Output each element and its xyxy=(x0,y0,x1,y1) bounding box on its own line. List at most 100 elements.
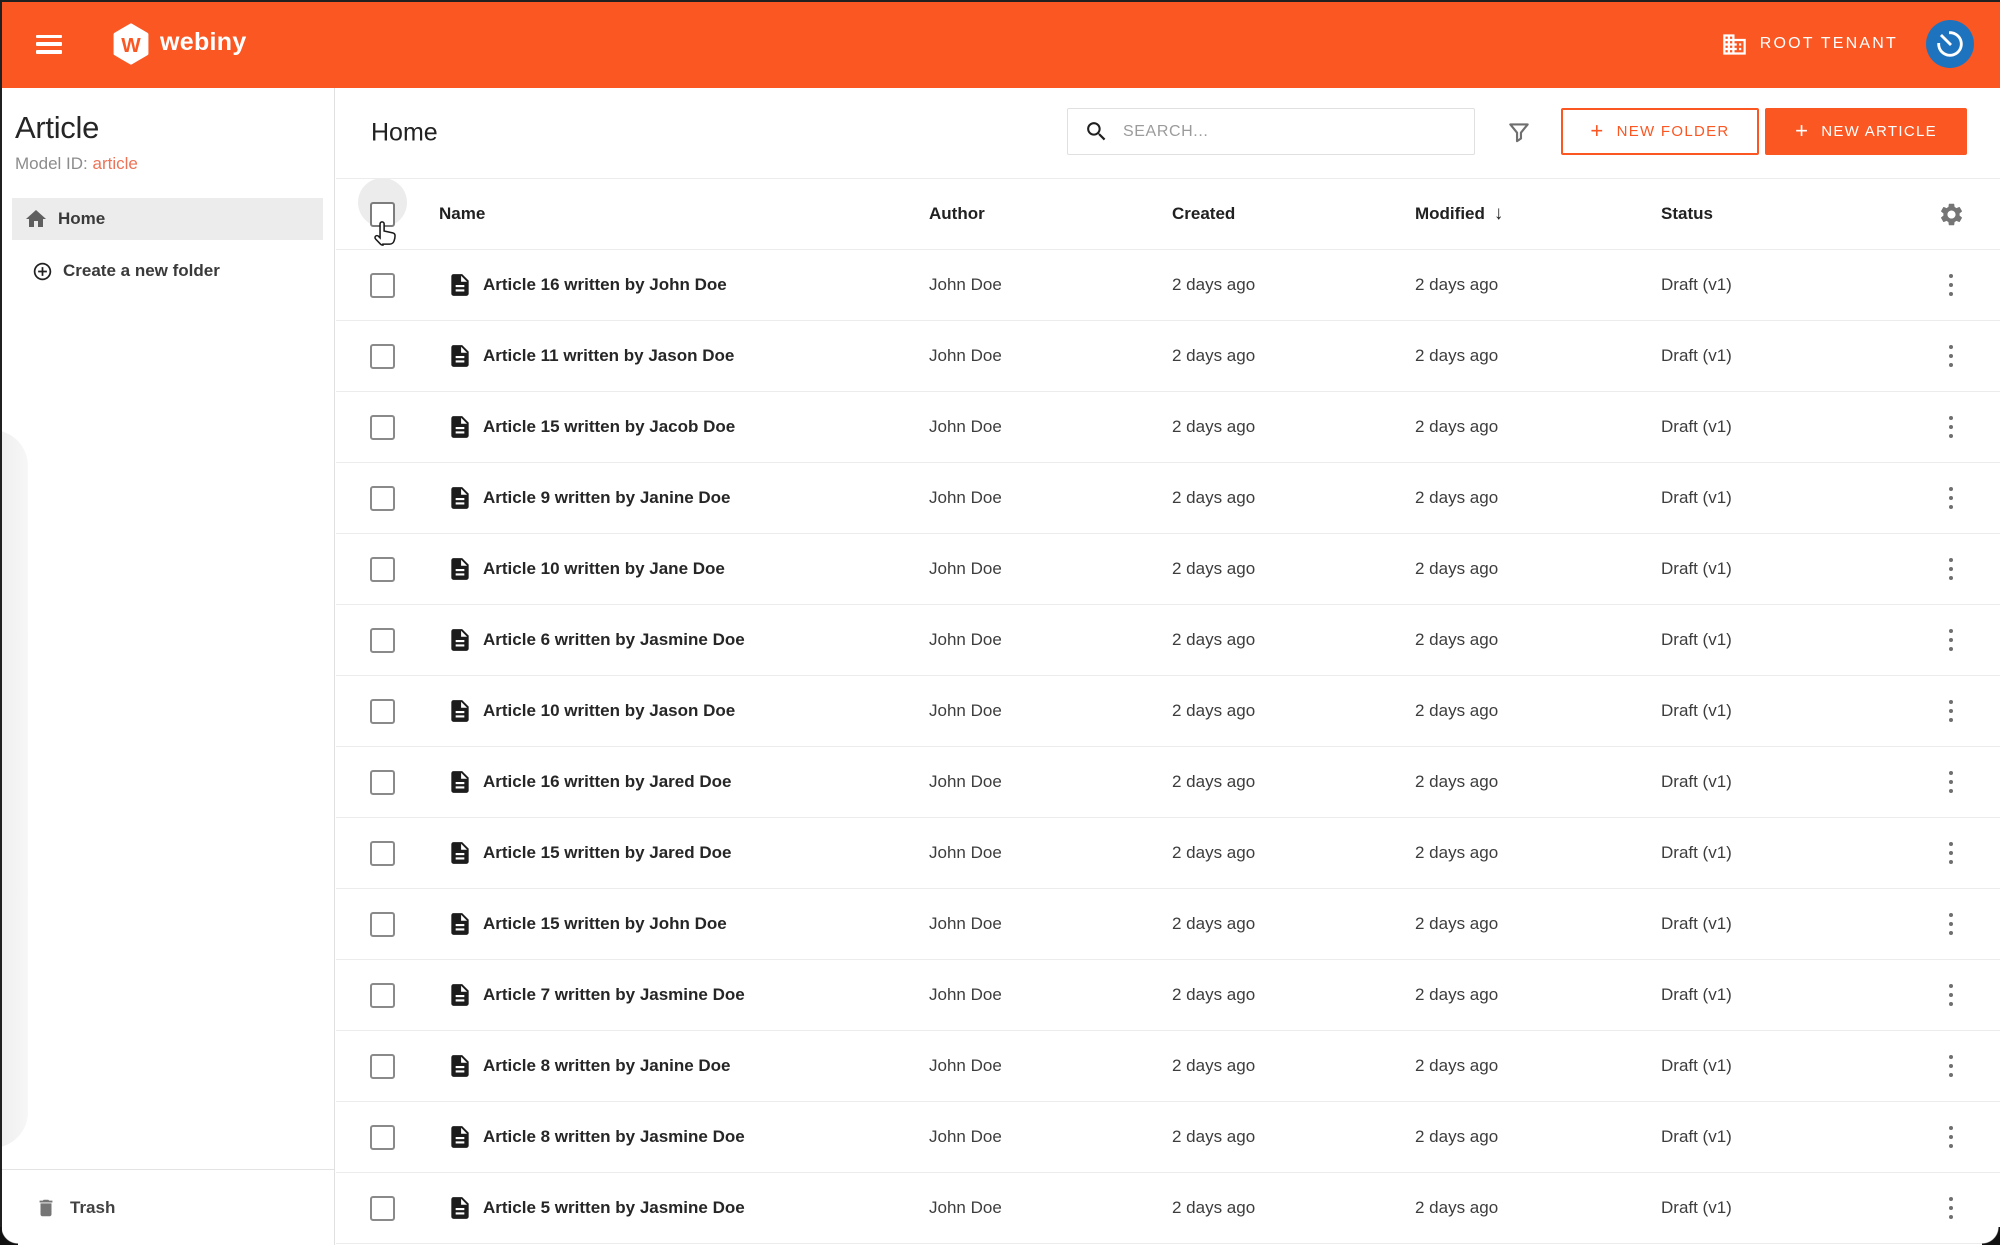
kebab-menu-icon[interactable] xyxy=(1939,836,1964,871)
row-checkbox[interactable] xyxy=(370,698,395,724)
created-cell: 2 days ago xyxy=(1172,772,1256,791)
row-checkbox[interactable] xyxy=(370,556,395,582)
row-checkbox[interactable] xyxy=(370,1124,395,1150)
svg-text:W: W xyxy=(121,34,141,57)
article-name[interactable]: Article 5 written by Jasmine Doe xyxy=(483,1198,745,1217)
table-row[interactable]: Article 15 written by Jacob Doe John Doe… xyxy=(336,392,2000,463)
webiny-logo[interactable]: W webiny xyxy=(112,23,247,65)
column-header-created[interactable]: Created xyxy=(1172,204,1236,223)
table-row[interactable]: Article 10 written by Jason Doe John Doe… xyxy=(336,676,2000,747)
row-checkbox[interactable] xyxy=(370,414,395,440)
table-row[interactable]: Article 15 written by Jared Doe John Doe… xyxy=(336,818,2000,889)
article-name[interactable]: Article 8 written by Janine Doe xyxy=(483,1056,731,1075)
table-row[interactable]: Article 9 written by Janine Doe John Doe… xyxy=(336,463,2000,534)
created-cell: 2 days ago xyxy=(1172,1198,1256,1217)
status-cell: Draft (v1) xyxy=(1661,843,1732,862)
document-icon xyxy=(447,414,473,440)
kebab-menu-icon[interactable] xyxy=(1939,1049,1964,1084)
filter-icon[interactable] xyxy=(1502,115,1536,149)
modified-cell: 2 days ago xyxy=(1415,417,1499,436)
kebab-menu-icon[interactable] xyxy=(1939,268,1964,303)
document-icon xyxy=(447,698,473,724)
sidebar-item-home[interactable]: Home xyxy=(12,198,323,240)
kebab-menu-icon[interactable] xyxy=(1939,623,1964,658)
row-checkbox[interactable] xyxy=(370,911,395,937)
user-avatar[interactable] xyxy=(1926,20,1974,68)
row-checkbox[interactable] xyxy=(370,982,395,1008)
row-checkbox[interactable] xyxy=(370,840,395,866)
author-cell: John Doe xyxy=(929,985,1002,1004)
document-icon xyxy=(447,485,473,511)
document-icon xyxy=(447,556,473,582)
document-icon xyxy=(447,840,473,866)
column-header-name[interactable]: Name xyxy=(439,204,486,223)
modified-cell: 2 days ago xyxy=(1415,772,1499,791)
document-icon xyxy=(447,627,473,653)
search-input[interactable] xyxy=(1121,121,1455,142)
row-checkbox[interactable] xyxy=(370,769,395,795)
article-name[interactable]: Article 6 written by Jasmine Doe xyxy=(483,630,745,649)
kebab-menu-icon[interactable] xyxy=(1939,552,1964,587)
kebab-menu-icon[interactable] xyxy=(1939,481,1964,516)
table-row[interactable]: Article 11 written by Jason Doe John Doe… xyxy=(336,321,2000,392)
article-name[interactable]: Article 7 written by Jasmine Doe xyxy=(483,985,745,1004)
table-row[interactable]: Article 16 written by John Doe John Doe … xyxy=(336,250,2000,321)
article-name[interactable]: Article 10 written by Jane Doe xyxy=(483,559,725,578)
sidebar-item-create-folder[interactable]: Create a new folder xyxy=(0,250,334,292)
modified-cell: 2 days ago xyxy=(1415,346,1499,365)
article-name[interactable]: Article 8 written by Jasmine Doe xyxy=(483,1127,745,1146)
status-cell: Draft (v1) xyxy=(1661,914,1732,933)
article-name[interactable]: Article 16 written by John Doe xyxy=(483,275,727,294)
kebab-menu-icon[interactable] xyxy=(1939,1191,1964,1226)
table-row[interactable]: Article 6 written by Jasmine Doe John Do… xyxy=(336,605,2000,676)
column-header-author[interactable]: Author xyxy=(929,204,985,223)
row-checkbox[interactable] xyxy=(370,272,395,298)
row-checkbox[interactable] xyxy=(370,485,395,511)
table-row[interactable]: Article 16 written by Jared Doe John Doe… xyxy=(336,747,2000,818)
article-name[interactable]: Article 15 written by John Doe xyxy=(483,914,727,933)
column-header-modified[interactable]: Modified ↓ xyxy=(1415,203,1504,224)
table-row[interactable]: Article 7 written by Jasmine Doe John Do… xyxy=(336,960,2000,1031)
article-name[interactable]: Article 9 written by Janine Doe xyxy=(483,488,731,507)
row-checkbox[interactable] xyxy=(370,343,395,369)
kebab-menu-icon[interactable] xyxy=(1939,978,1964,1013)
search-icon xyxy=(1087,122,1106,141)
kebab-menu-icon[interactable] xyxy=(1939,765,1964,800)
document-icon xyxy=(447,769,473,795)
author-cell: John Doe xyxy=(929,701,1002,720)
article-name[interactable]: Article 11 written by Jason Doe xyxy=(483,346,735,365)
kebab-menu-icon[interactable] xyxy=(1939,907,1964,942)
sort-desc-icon[interactable]: ↓ xyxy=(1493,203,1504,224)
select-all-checkbox[interactable] xyxy=(370,201,395,227)
kebab-menu-icon[interactable] xyxy=(1939,339,1964,374)
table-row[interactable]: Article 10 written by Jane Doe John Doe … xyxy=(336,534,2000,605)
tenant-selector[interactable]: ROOT TENANT xyxy=(1721,31,1898,58)
kebab-menu-icon[interactable] xyxy=(1939,1120,1964,1155)
new-folder-button[interactable]: + NEW FOLDER xyxy=(1561,108,1759,155)
created-cell: 2 days ago xyxy=(1172,417,1256,436)
author-cell: John Doe xyxy=(929,488,1002,507)
sidebar-trash[interactable]: Trash xyxy=(0,1169,334,1245)
article-name[interactable]: Article 10 written by Jason Doe xyxy=(483,701,736,720)
created-cell: 2 days ago xyxy=(1172,559,1256,578)
kebab-menu-icon[interactable] xyxy=(1939,694,1964,729)
table-row[interactable]: Article 5 written by Jasmine Doe John Do… xyxy=(336,1173,2000,1244)
row-checkbox[interactable] xyxy=(370,1195,395,1221)
article-name[interactable]: Article 15 written by Jared Doe xyxy=(483,843,732,862)
column-header-status[interactable]: Status xyxy=(1661,204,1713,223)
plus-icon: + xyxy=(1795,117,1810,143)
menu-icon[interactable] xyxy=(36,34,62,54)
model-id: Model ID: article xyxy=(15,154,334,174)
table-row[interactable]: Article 15 written by John Doe John Doe … xyxy=(336,889,2000,960)
table-row[interactable]: Article 8 written by Janine Doe John Doe… xyxy=(336,1031,2000,1102)
window-corner-bottom-right xyxy=(1982,1227,2000,1245)
row-checkbox[interactable] xyxy=(370,1053,395,1079)
article-name[interactable]: Article 15 written by Jacob Doe xyxy=(483,417,736,436)
new-article-button[interactable]: + NEW ARTICLE xyxy=(1765,108,1967,155)
article-name[interactable]: Article 16 written by Jared Doe xyxy=(483,772,732,791)
created-cell: 2 days ago xyxy=(1172,914,1256,933)
table-row[interactable]: Article 8 written by Jasmine Doe John Do… xyxy=(336,1102,2000,1173)
row-checkbox[interactable] xyxy=(370,627,395,653)
kebab-menu-icon[interactable] xyxy=(1939,410,1964,445)
table-settings-gear-icon[interactable] xyxy=(1938,201,1965,228)
